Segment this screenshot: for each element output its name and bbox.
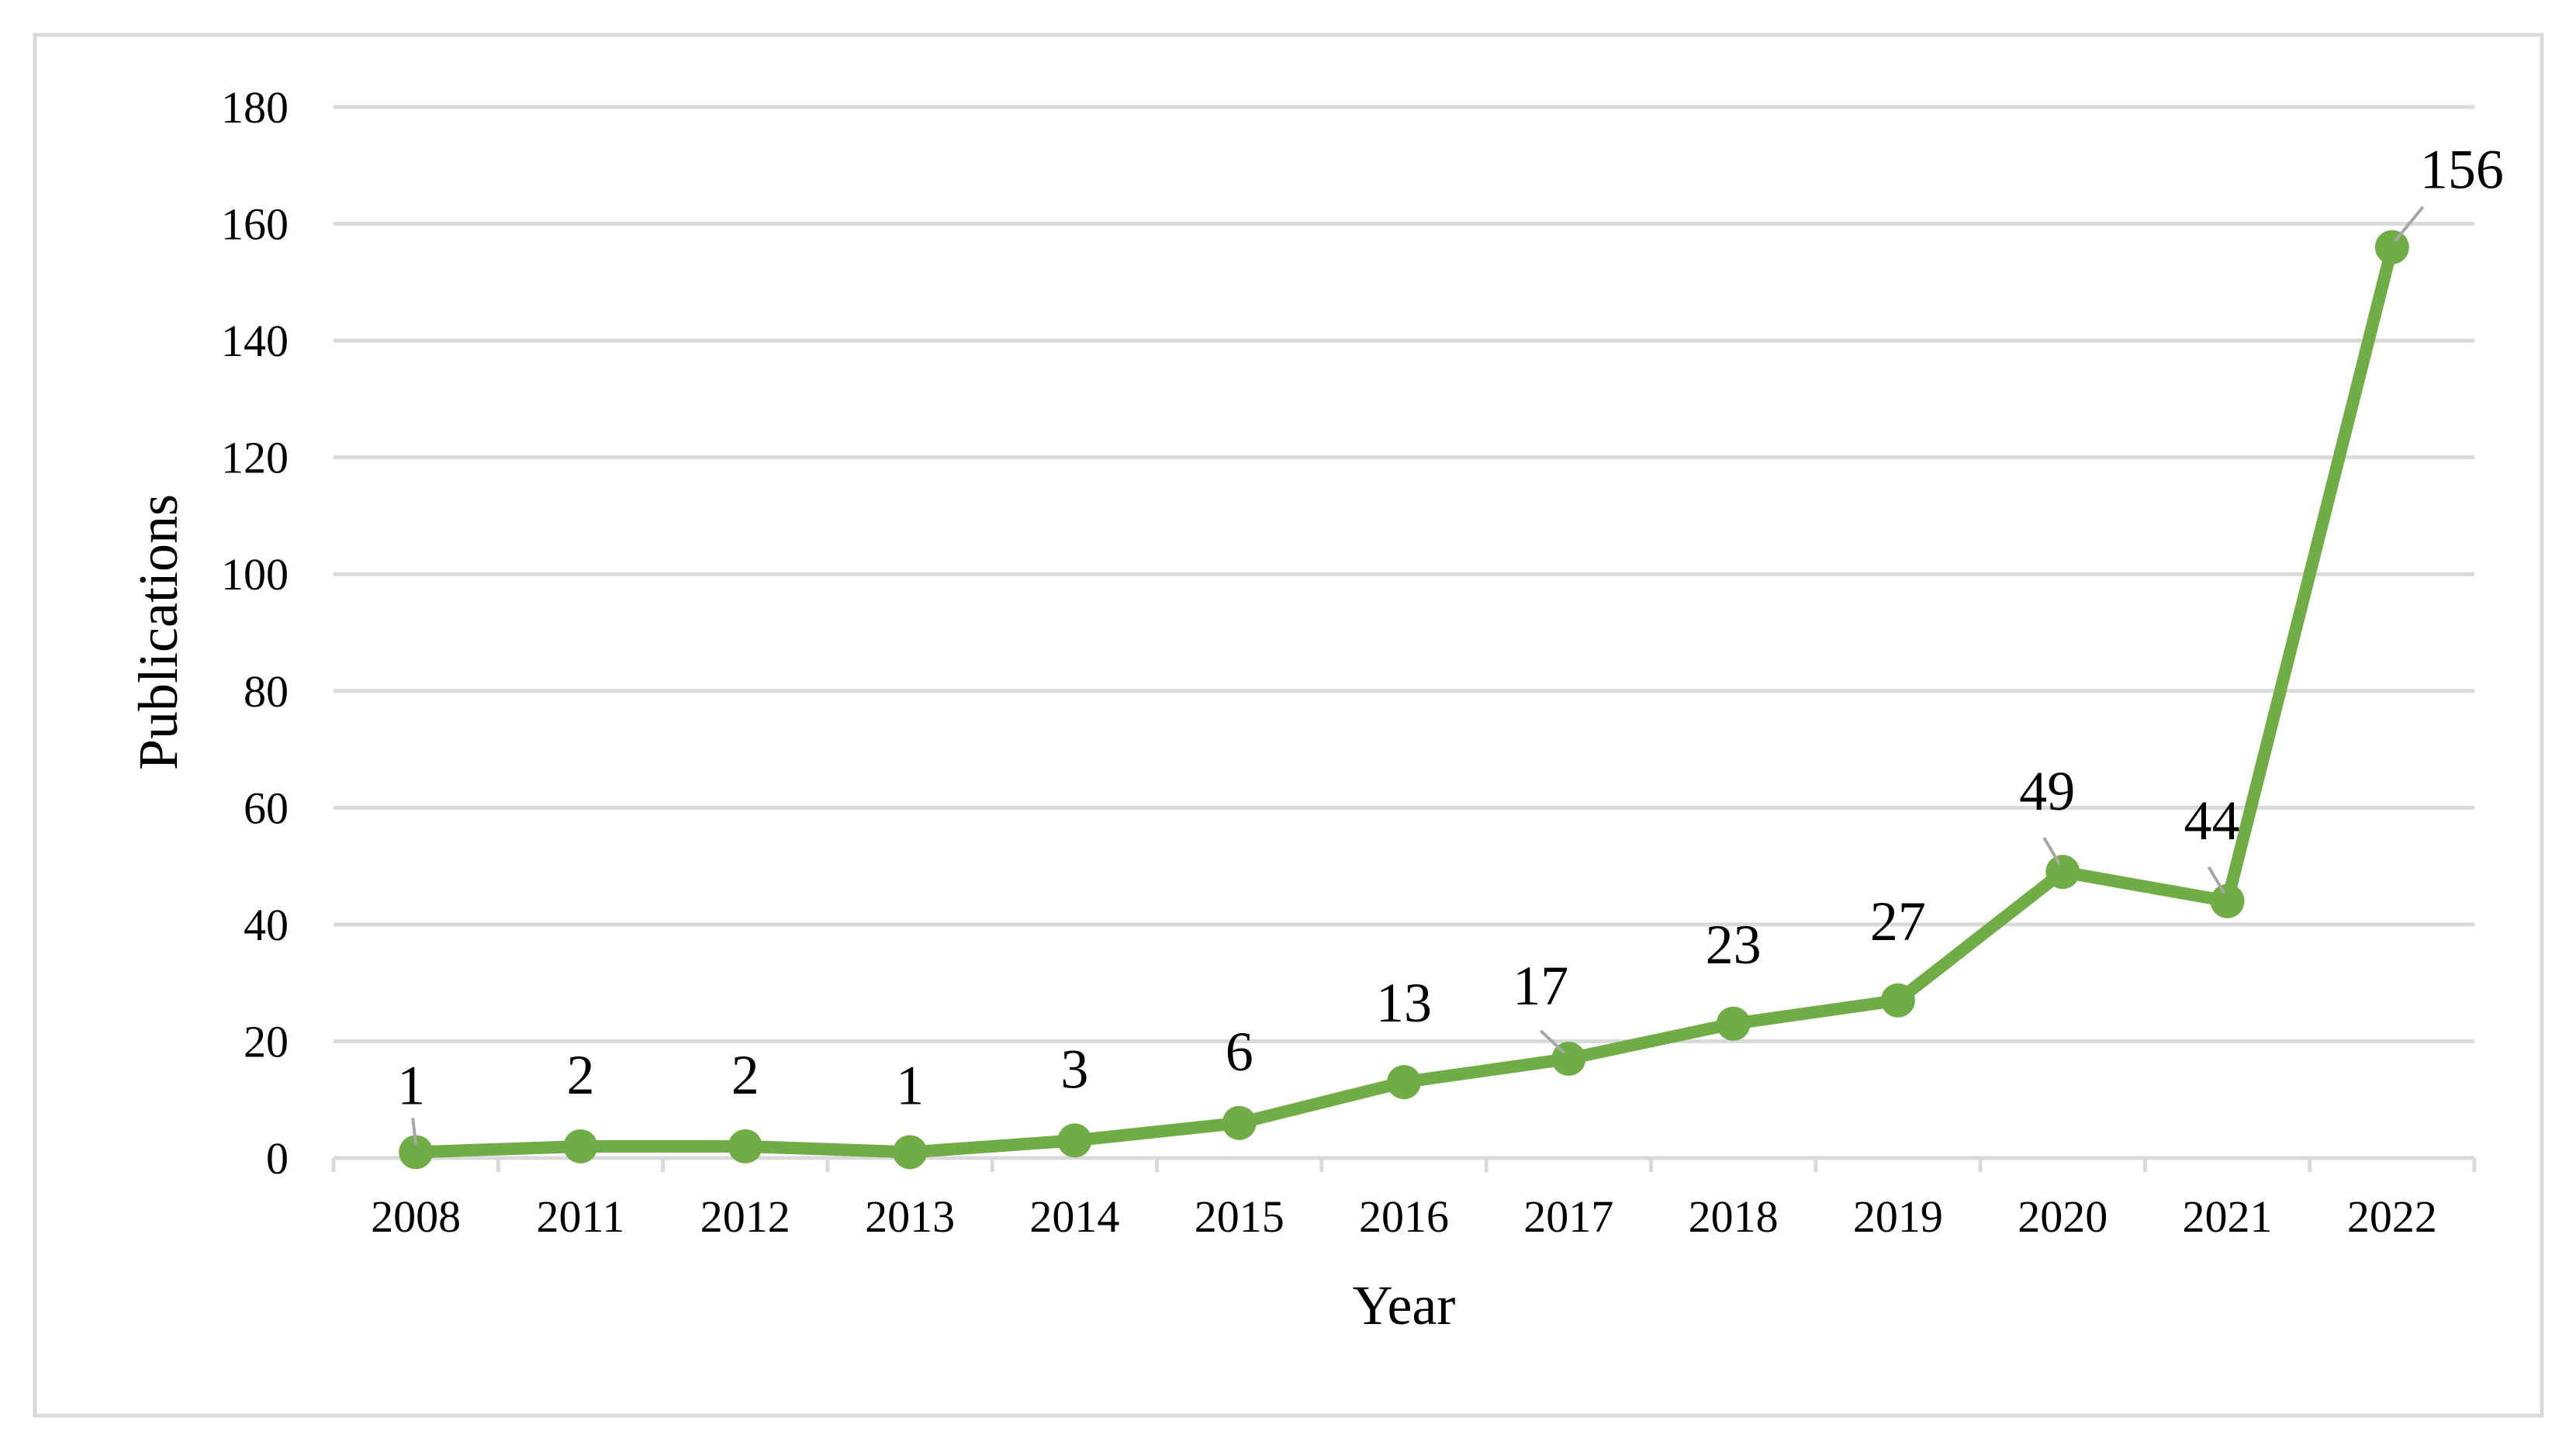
data-point	[1716, 1006, 1751, 1041]
data-point	[399, 1135, 434, 1170]
x-tick-label: 2008	[371, 1191, 461, 1242]
leader-line	[411, 1118, 418, 1145]
y-tick-label: 180	[221, 82, 289, 133]
data-label: 17	[1513, 955, 1568, 1017]
y-tick-label: 120	[221, 433, 289, 483]
data-point	[728, 1129, 762, 1163]
y-axis: 0 20 40 60 80 100 120 140 160 180	[221, 82, 289, 1184]
data-point	[1387, 1065, 1421, 1100]
data-point	[1880, 983, 1915, 1018]
x-tick-label: 2016	[1359, 1191, 1449, 1242]
x-tick-label: 2019	[1853, 1191, 1943, 1242]
x-tick-label: 2017	[1523, 1191, 1613, 1242]
data-label: 2	[731, 1044, 759, 1106]
data-point	[893, 1135, 928, 1170]
data-point	[1222, 1105, 1257, 1140]
data-label: 2	[566, 1044, 594, 1106]
series-layer	[399, 230, 2409, 1170]
data-point	[2374, 230, 2409, 264]
y-tick-label: 0	[266, 1133, 289, 1184]
x-tick-label: 2018	[1689, 1191, 1779, 1242]
data-point	[2045, 855, 2080, 890]
data-point	[2210, 883, 2245, 918]
x-tick-label: 2013	[865, 1191, 955, 1242]
data-label: 23	[1706, 914, 1762, 976]
data-label: 3	[1060, 1038, 1088, 1100]
y-tick-label: 160	[221, 199, 289, 250]
data-label: 27	[1870, 890, 1926, 952]
x-tick-label: 2022	[2347, 1191, 2437, 1242]
data-label: 1	[397, 1054, 425, 1116]
y-tick-label: 140	[221, 316, 289, 366]
data-label: 156	[2420, 139, 2504, 201]
leader-line	[2394, 206, 2425, 242]
data-label: 44	[2184, 790, 2240, 852]
y-tick-label: 80	[244, 666, 289, 717]
chart-border	[33, 33, 2544, 1418]
data-label: 49	[2019, 760, 2075, 822]
data-label: 6	[1226, 1021, 1253, 1083]
x-tick-label: 2020	[2018, 1191, 2107, 1242]
y-tick-label: 100	[221, 549, 289, 600]
x-tick-label: 2015	[1195, 1191, 1285, 1242]
x-tick-label: 2012	[700, 1191, 790, 1242]
data-point	[563, 1129, 598, 1163]
data-label: 13	[1376, 972, 1432, 1034]
data-point	[1057, 1123, 1092, 1158]
x-axis-title: Year	[1353, 1274, 1456, 1336]
leader-line	[2207, 866, 2226, 894]
gridlines	[334, 105, 2474, 1043]
y-tick-label: 20	[244, 1016, 289, 1066]
x-tick-label: 2014	[1029, 1191, 1119, 1242]
x-tick-label: 2021	[2183, 1191, 2273, 1242]
y-axis-title: Publications	[127, 494, 189, 770]
x-tick-label: 2011	[537, 1191, 625, 1242]
leader-line	[2042, 837, 2061, 866]
y-tick-label: 40	[244, 900, 289, 950]
y-tick-label: 60	[244, 783, 289, 833]
data-label: 1	[896, 1054, 924, 1116]
leader-line	[1539, 1029, 1565, 1054]
x-axis: 2008 2011 2012 2013 2014 2015 2016 2017 2018 2019…	[331, 1156, 2477, 1242]
